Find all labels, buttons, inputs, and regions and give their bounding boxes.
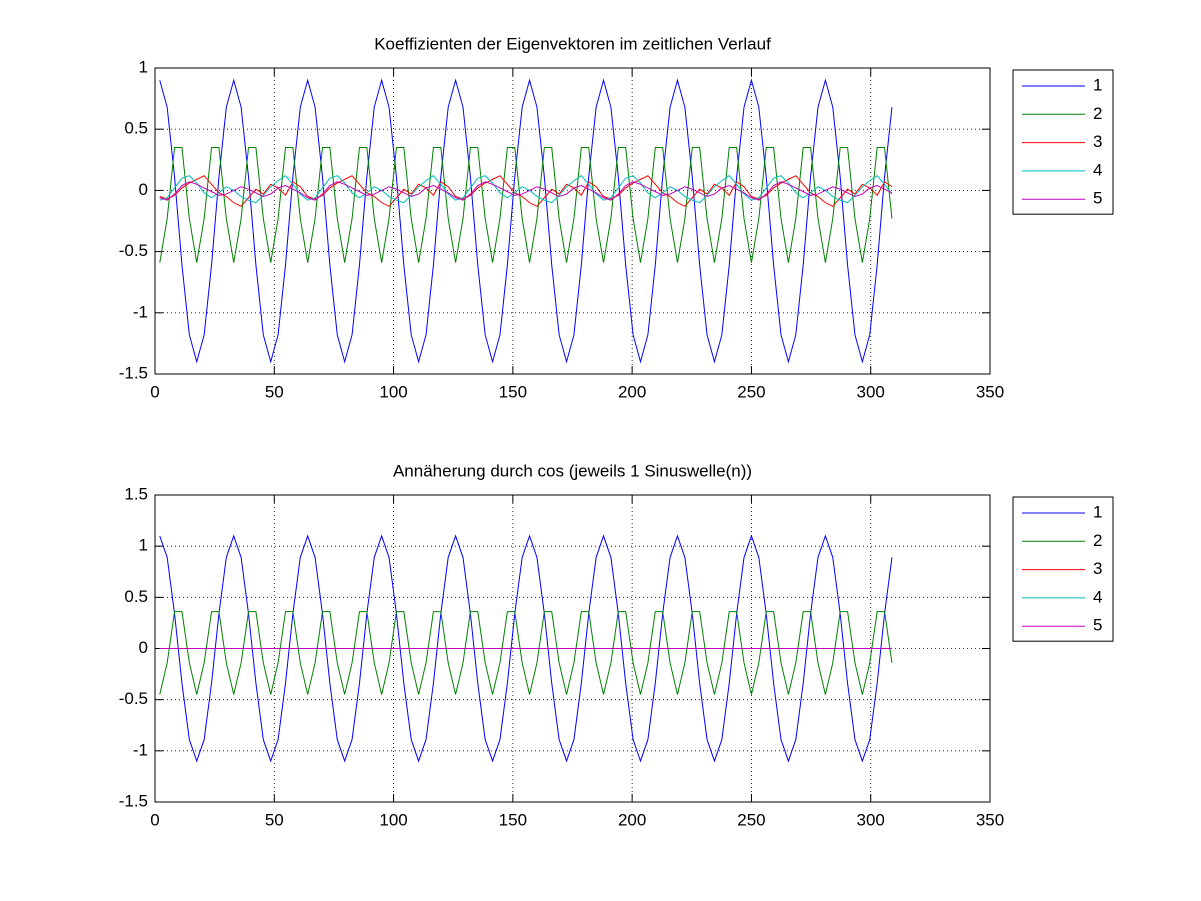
- y-tick-label: 0: [139, 638, 148, 657]
- x-tick-label: 350: [976, 382, 1004, 401]
- y-tick-label: -1.5: [119, 791, 148, 810]
- y-tick-label: 1: [139, 57, 148, 76]
- x-tick-label: 100: [379, 810, 407, 829]
- plot-area: [155, 68, 990, 374]
- legend-label: 1: [1093, 502, 1102, 521]
- series-line: [159, 78, 893, 364]
- y-tick-label: 0: [139, 180, 148, 199]
- y-tick-label: 1: [139, 536, 148, 555]
- legend-label: 3: [1093, 132, 1102, 151]
- x-tick-label: 200: [618, 382, 646, 401]
- x-tick-label: 350: [976, 810, 1004, 829]
- chart-title: Annäherung durch cos (jeweils 1 Sinuswel…: [393, 461, 752, 480]
- x-tick-label: 250: [737, 810, 765, 829]
- x-tick-label: 150: [499, 382, 527, 401]
- y-tick-label: -0.5: [119, 241, 148, 260]
- y-tick-label: -1: [133, 302, 148, 321]
- y-tick-label: -1.5: [119, 363, 148, 382]
- x-tick-label: 100: [379, 382, 407, 401]
- series-line: [159, 611, 893, 695]
- series-line: [159, 147, 893, 263]
- legend-label: 5: [1093, 616, 1102, 635]
- chart-title: Koeffizienten der Eigenvektoren im zeitl…: [374, 34, 771, 53]
- x-tick-label: 0: [150, 382, 159, 401]
- x-tick-label: 0: [150, 810, 159, 829]
- axes-frame: [154, 67, 991, 375]
- x-tick-label: 300: [857, 810, 885, 829]
- y-tick-label: -1: [133, 740, 148, 759]
- x-tick-label: 250: [737, 382, 765, 401]
- y-tick-label: 0.5: [124, 587, 148, 606]
- x-tick-label: 300: [857, 382, 885, 401]
- y-tick-label: 1.5: [124, 484, 148, 503]
- legend-label: 4: [1093, 587, 1102, 606]
- y-tick-label: 0.5: [124, 119, 148, 138]
- y-tick-label: -0.5: [119, 689, 148, 708]
- series-line: [159, 175, 893, 204]
- series-line: [159, 175, 893, 207]
- legend-label: 4: [1093, 160, 1102, 179]
- legend-label: 2: [1093, 531, 1102, 550]
- x-tick-label: 200: [618, 810, 646, 829]
- series-line: [159, 181, 893, 201]
- legend-label: 5: [1093, 189, 1102, 208]
- legend-label: 2: [1093, 104, 1102, 123]
- x-tick-label: 50: [265, 382, 284, 401]
- legend-label: 3: [1093, 559, 1102, 578]
- legend-label: 1: [1093, 75, 1102, 94]
- x-tick-label: 150: [499, 810, 527, 829]
- x-tick-label: 50: [265, 810, 284, 829]
- axes-frame: [154, 494, 991, 803]
